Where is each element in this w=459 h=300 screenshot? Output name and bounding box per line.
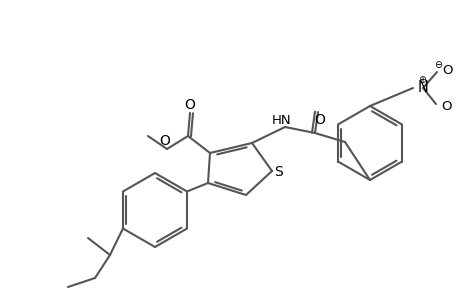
Text: ⊖: ⊖ bbox=[433, 60, 441, 70]
Text: HN: HN bbox=[272, 113, 291, 127]
Text: N: N bbox=[417, 80, 428, 94]
Text: O: O bbox=[441, 64, 452, 76]
Text: S: S bbox=[274, 165, 283, 179]
Text: O: O bbox=[159, 134, 170, 148]
Text: O: O bbox=[440, 100, 451, 112]
Text: O: O bbox=[314, 113, 325, 127]
Text: O: O bbox=[184, 98, 195, 112]
Text: ⊕: ⊕ bbox=[417, 75, 425, 85]
